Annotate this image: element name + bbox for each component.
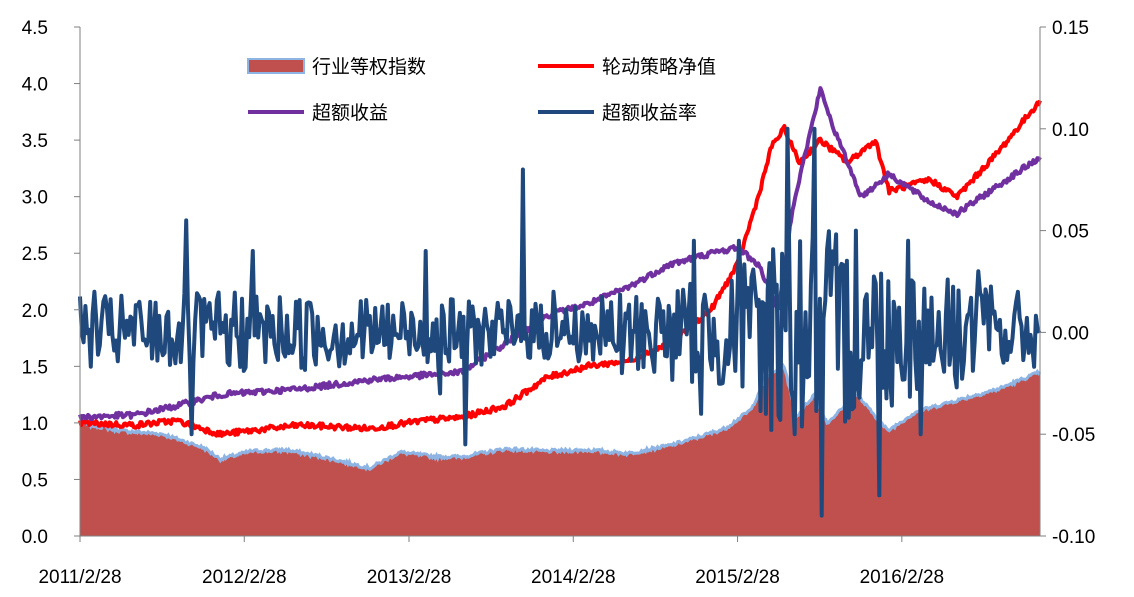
legend-label: 轮动策略净值 bbox=[602, 56, 716, 78]
y-left-tick-label: 2.0 bbox=[22, 301, 48, 322]
axes: 0.0 0.5 1.0 1.5 2.0 2.5 3.0 3.5 4.0 4.5 -0.10 -0.05… bbox=[22, 18, 1096, 588]
y-left-tick-label: 3.5 bbox=[22, 131, 48, 152]
x-tick-label: 2014/2/28 bbox=[531, 567, 616, 588]
x-tick-label: 2013/2/28 bbox=[367, 567, 452, 588]
y-left-tick-label: 4.5 bbox=[22, 18, 48, 39]
y-left-tick-label: 2.5 bbox=[22, 244, 48, 265]
legend-label: 超额收益 bbox=[312, 102, 388, 124]
legend-label: 超额收益率 bbox=[602, 102, 697, 124]
legend-label: 行业等权指数 bbox=[312, 56, 426, 78]
x-tick-label: 2015/2/28 bbox=[695, 567, 780, 588]
y-right-tick-label: 0.15 bbox=[1052, 18, 1089, 39]
excess-return-line bbox=[78, 86, 1042, 422]
y-left-tick-label: 4.0 bbox=[22, 75, 48, 96]
y-left-tick-label: 3.0 bbox=[22, 188, 48, 209]
x-tick-label: 2016/2/28 bbox=[860, 567, 945, 588]
x-tick-label: 2011/2/28 bbox=[38, 567, 121, 588]
excess-return-rate-line bbox=[78, 126, 1042, 518]
x-tick-label: 2012/2/28 bbox=[202, 567, 287, 588]
y-left-tick-label: 1.5 bbox=[22, 357, 48, 378]
y-left-tick-label: 0.0 bbox=[22, 527, 48, 548]
plot-area bbox=[78, 86, 1042, 536]
y-right-tick-label: 0.05 bbox=[1052, 222, 1089, 243]
y-right-tick-label: 0.10 bbox=[1052, 120, 1089, 141]
y-right-tick-label: -0.10 bbox=[1052, 527, 1095, 548]
y-left-tick-label: 0.5 bbox=[22, 470, 48, 491]
y-left-tick-label: 1.0 bbox=[22, 414, 48, 435]
legend-swatch-area bbox=[247, 58, 305, 74]
area-series-fill bbox=[80, 365, 1040, 536]
strategy-nav-line bbox=[78, 99, 1042, 438]
y-right-tick-label: 0.00 bbox=[1052, 323, 1089, 344]
y-right-tick-label: -0.05 bbox=[1052, 425, 1095, 446]
